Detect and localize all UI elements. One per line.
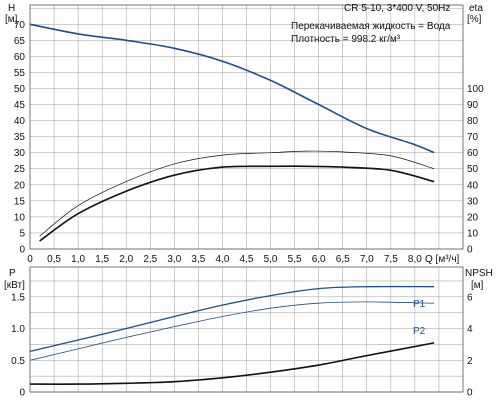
grid-layer [30,5,463,393]
y-right-tick-label: 60 [467,148,479,159]
head-axis-unit: [м] [5,14,18,25]
efficiency-curve-2 [39,150,435,237]
y-left-tick-label: 50 [14,84,26,95]
y-left-tick-label: 0 [19,388,25,399]
y-left-tick-label: 45 [14,100,26,111]
y-left-tick-label: 40 [14,116,26,127]
y-left-tick-label: 55 [14,68,26,79]
y-right-tick-label: 30 [467,196,479,207]
y-right-tick-label: 50 [467,164,479,175]
x-tick-label: 8,0 [408,254,422,265]
y-left-tick-label: 70 [14,20,26,31]
p1-series-label: P1 [413,299,426,310]
x-tick-label: 3,5 [191,254,205,265]
chart-title: CR 5-10, 3*400 V, 50Hz [344,3,450,14]
power-axis-unit: [кВт] [4,280,25,291]
npsh-axis-label: NPSH [465,268,493,279]
x-tick-label: 7,0 [360,254,374,265]
y-right-tick-label: 100 [467,84,484,95]
fluid-annotation: Перекачиваемая жидкость = Вода [291,21,451,32]
y-right-tick-label: 80 [467,116,479,127]
plot-frame [29,4,464,250]
x-tick-label: 1,5 [95,254,109,265]
y-right-tick-label: 0 [467,245,473,256]
y-left-tick-label: 10 [14,212,26,223]
y-left-tick-label: 15 [14,196,26,207]
eta-axis-label: eta [469,3,483,14]
head-axis-label: H [8,3,15,14]
x-tick-label: 0 [27,254,33,265]
y-right-tick-label: 4 [467,324,473,335]
y-right-tick-label: 70 [467,132,479,143]
text-layer: CR 5-10, 3*400 V, 50Hz Перекачиваемая жи… [4,3,493,399]
y-left-tick-label: 5 [19,228,25,239]
y-right-tick-label: 0 [467,388,473,399]
y-left-tick-label: 30 [14,148,26,159]
y-right-tick-label: 40 [467,180,479,191]
npsh-curve [29,342,435,385]
plot-frame [29,266,464,393]
y-left-tick-label: 65 [14,36,26,47]
x-tick-label: 4,5 [240,254,254,265]
y-right-tick-label: 20 [467,212,479,223]
x-tick-label: 1,0 [71,254,85,265]
y-left-tick-label: 0 [19,245,25,256]
y-left-tick-label: 0.5 [11,356,25,367]
series-layer [29,23,435,385]
y-left-tick-label: 1.0 [11,324,25,335]
flow-axis-label: Q [м³/ч] [425,254,460,265]
x-tick-label: 3,0 [167,254,181,265]
p1-curve [29,285,435,353]
p2-series-label: P2 [413,326,426,337]
power-axis-label: P [9,268,16,279]
x-tick-label: 0,5 [47,254,61,265]
y-left-tick-label: 1.5 [11,292,25,303]
x-tick-label: 4,0 [215,254,229,265]
eta-axis-unit: [%] [467,14,482,25]
x-tick-label: 2,5 [143,254,157,265]
y-left-tick-label: 60 [14,52,26,63]
y-left-tick-label: 35 [14,132,26,143]
efficiency-curve-1 [39,165,435,242]
x-tick-label: 5,0 [264,254,278,265]
frame-layer [29,4,464,393]
y-left-tick-label: 25 [14,164,26,175]
x-tick-label: 6,0 [312,254,326,265]
y-right-tick-label: 10 [467,228,479,239]
head-curve [29,23,435,154]
x-tick-label: 6,5 [336,254,350,265]
y-right-tick-label: 90 [467,100,479,111]
y-right-tick-label: 6 [467,293,473,304]
y-right-tick-label: 2 [467,356,473,367]
x-tick-label: 2,0 [119,254,133,265]
x-tick-label: 7,5 [384,254,398,265]
p2-curve [29,301,435,361]
density-annotation: Плотность = 998.2 кг/м³ [291,34,401,45]
npsh-axis-unit: [м] [471,280,484,291]
y-left-tick-label: 20 [14,180,26,191]
x-tick-label: 5,5 [288,254,302,265]
